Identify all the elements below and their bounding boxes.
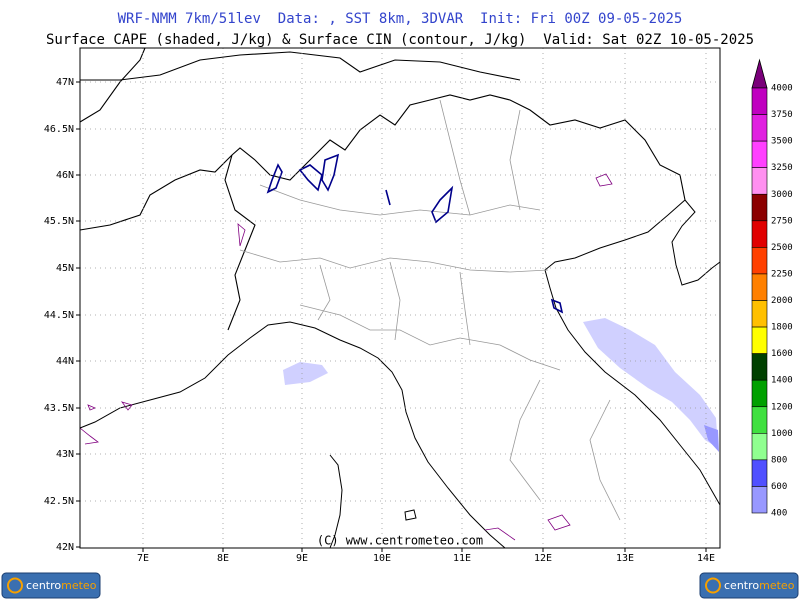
cape-area bbox=[283, 362, 328, 385]
region-border bbox=[259, 99, 541, 216]
logo-text: meteo bbox=[61, 579, 97, 592]
graticule bbox=[80, 48, 720, 548]
colorbar-box bbox=[751, 273, 768, 301]
coastline bbox=[544, 199, 721, 506]
lat-label: 45N bbox=[56, 263, 74, 274]
region-border bbox=[317, 261, 621, 521]
colorbar-label: 2500 bbox=[771, 243, 793, 253]
colorbar-arrow bbox=[751, 58, 768, 89]
cape-area bbox=[704, 425, 719, 452]
lat-label: 43N bbox=[56, 449, 74, 460]
lat-label: 47N bbox=[56, 77, 74, 88]
colorbar-label: 1400 bbox=[771, 376, 793, 386]
logo-text: centro bbox=[724, 579, 759, 592]
colorbar-box bbox=[751, 220, 768, 248]
lon-label: 11E bbox=[453, 553, 471, 564]
colorbar-label: 3500 bbox=[771, 137, 793, 147]
colorbar-box bbox=[751, 247, 768, 275]
cape-area bbox=[583, 318, 718, 448]
colorbar-label: 1000 bbox=[771, 429, 793, 439]
colorbar-label: 3000 bbox=[771, 190, 793, 200]
colorbar-label: 800 bbox=[771, 455, 787, 465]
colorbar-box bbox=[751, 87, 768, 115]
colorbar-box bbox=[751, 193, 768, 222]
svg-text:centrometeo: centrometeo bbox=[724, 579, 795, 592]
lon-label: 9E bbox=[296, 553, 308, 564]
colorbar-box bbox=[751, 406, 768, 434]
header-line2: Surface CAPE (shaded, J/kg) & Surface CI… bbox=[46, 32, 754, 48]
logo-icon bbox=[705, 577, 721, 594]
logo-box bbox=[699, 572, 799, 599]
header-line1: WRF-NMM 7km/51lev Data: , SST 8km, 3DVAR… bbox=[118, 11, 683, 27]
colorbar-label: 2750 bbox=[771, 216, 793, 226]
colorbar-box bbox=[751, 167, 768, 195]
colorbar-box bbox=[751, 300, 768, 328]
colorbar-label: 600 bbox=[771, 482, 787, 492]
lake bbox=[266, 153, 564, 314]
colorbar-label: 4000 bbox=[771, 84, 793, 94]
lat-label: 44.5N bbox=[44, 310, 74, 321]
lon-label: 8E bbox=[217, 553, 229, 564]
logo-box bbox=[1, 572, 101, 599]
lat-label: 45.5N bbox=[44, 216, 74, 227]
colorbar-label: 2000 bbox=[771, 296, 793, 306]
logo-text: meteo bbox=[759, 579, 795, 592]
colorbar-box bbox=[751, 140, 768, 168]
colorbar-box bbox=[751, 459, 768, 487]
coastline bbox=[329, 454, 343, 549]
colorbar-label: 2250 bbox=[771, 269, 793, 279]
colorbar-label: 400 bbox=[771, 509, 787, 519]
colorbar-label: 1200 bbox=[771, 402, 793, 412]
island bbox=[404, 509, 417, 521]
map-background bbox=[80, 48, 720, 548]
logo-right: centrometeo bbox=[699, 572, 799, 599]
colorbar-box bbox=[751, 114, 768, 142]
logo-text: centro bbox=[26, 579, 61, 592]
logo-left: centrometeo bbox=[1, 572, 101, 599]
lat-label: 44N bbox=[56, 356, 74, 367]
lat-label: 46.5N bbox=[44, 124, 74, 135]
lat-label: 46N bbox=[56, 170, 74, 181]
lat-label: 43.5N bbox=[44, 403, 74, 414]
colorbar-box bbox=[751, 486, 768, 514]
colorbar-label: 3750 bbox=[771, 110, 793, 120]
colorbar-label: 3250 bbox=[771, 163, 793, 173]
logo-icon bbox=[7, 577, 23, 594]
colorbar-box bbox=[751, 379, 768, 408]
colorbar: 4000 3750 3500 3250 3000 2750 2500 2250 2000 1800… bbox=[751, 58, 793, 519]
lat-label: 42N bbox=[56, 542, 74, 553]
lon-label: 7E bbox=[137, 553, 149, 564]
border bbox=[79, 94, 686, 231]
lat-label: 42.5N bbox=[44, 496, 74, 507]
copyright: (C) www.centrometeo.com bbox=[317, 534, 483, 548]
lon-label: 13E bbox=[616, 553, 634, 564]
coastline bbox=[79, 321, 506, 549]
colorbar-label: 1800 bbox=[771, 323, 793, 333]
lon-label: 10E bbox=[373, 553, 391, 564]
colorbar-box bbox=[751, 353, 768, 381]
svg-text:centrometeo: centrometeo bbox=[26, 579, 97, 592]
colorbar-box bbox=[751, 433, 768, 461]
region-border bbox=[299, 304, 561, 371]
border bbox=[224, 154, 256, 331]
colorbar-label: 1600 bbox=[771, 349, 793, 359]
lon-label: 12E bbox=[534, 553, 552, 564]
cin-contour bbox=[79, 173, 613, 541]
lon-label: 14E bbox=[697, 553, 715, 564]
region-border bbox=[239, 249, 549, 273]
map-frame bbox=[79, 47, 721, 549]
colorbar-box bbox=[751, 326, 768, 354]
border bbox=[80, 51, 521, 81]
map: (C) www.centrometeo.com 47N 46.5N 46N 45.5N… bbox=[44, 47, 721, 564]
